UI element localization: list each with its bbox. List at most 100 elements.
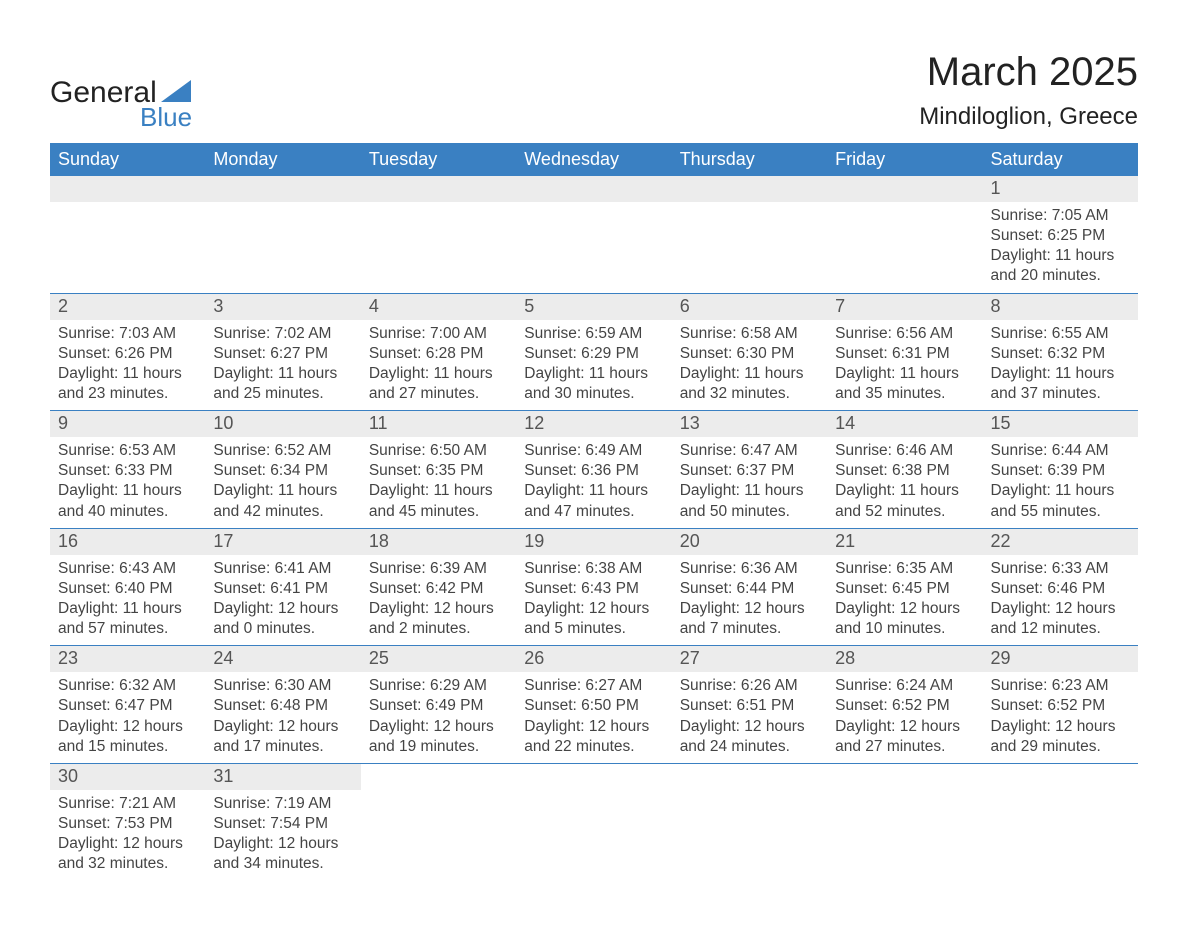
daylight-line-2: and 17 minutes.: [213, 737, 352, 757]
calendar-cell: 11Sunrise: 6:50 AMSunset: 6:35 PMDayligh…: [361, 411, 516, 529]
calendar-cell: 29Sunrise: 6:23 AMSunset: 6:52 PMDayligh…: [983, 646, 1138, 764]
sunset-label: Sunset: 6:45 PM: [835, 579, 974, 599]
day-number: 18: [361, 529, 516, 555]
daylight-line-1: Daylight: 11 hours: [835, 364, 974, 384]
day-number: 23: [50, 646, 205, 672]
calendar-cell: 20Sunrise: 6:36 AMSunset: 6:44 PMDayligh…: [672, 528, 827, 646]
sunset-label: Sunset: 6:52 PM: [835, 696, 974, 716]
day-number: [672, 176, 827, 202]
day-details: Sunrise: 6:23 AMSunset: 6:52 PMDaylight:…: [983, 672, 1138, 763]
calendar-week: 30Sunrise: 7:21 AMSunset: 7:53 PMDayligh…: [50, 763, 1138, 880]
col-thursday: Thursday: [672, 143, 827, 176]
day-number: 25: [361, 646, 516, 672]
sunrise-label: Sunrise: 6:59 AM: [524, 324, 663, 344]
sunrise-label: Sunrise: 6:52 AM: [213, 441, 352, 461]
sunrise-label: Sunrise: 6:58 AM: [680, 324, 819, 344]
daylight-line-2: and 24 minutes.: [680, 737, 819, 757]
sunrise-label: Sunrise: 7:05 AM: [991, 206, 1130, 226]
sunset-label: Sunset: 6:29 PM: [524, 344, 663, 364]
day-number: 1: [983, 176, 1138, 202]
day-number: 21: [827, 529, 982, 555]
day-details: Sunrise: 6:41 AMSunset: 6:41 PMDaylight:…: [205, 555, 360, 646]
day-details: Sunrise: 7:19 AMSunset: 7:54 PMDaylight:…: [205, 790, 360, 881]
sunrise-label: Sunrise: 6:38 AM: [524, 559, 663, 579]
day-details: Sunrise: 6:33 AMSunset: 6:46 PMDaylight:…: [983, 555, 1138, 646]
header: General Blue March 2025 Mindiloglion, Gr…: [50, 50, 1138, 133]
day-number: 16: [50, 529, 205, 555]
day-number: [205, 176, 360, 202]
day-details: Sunrise: 6:52 AMSunset: 6:34 PMDaylight:…: [205, 437, 360, 528]
sunset-label: Sunset: 6:50 PM: [524, 696, 663, 716]
daylight-line-2: and 22 minutes.: [524, 737, 663, 757]
sunrise-label: Sunrise: 6:35 AM: [835, 559, 974, 579]
daylight-line-2: and 45 minutes.: [369, 502, 508, 522]
daylight-line-1: Daylight: 11 hours: [369, 364, 508, 384]
calendar-cell: 1Sunrise: 7:05 AMSunset: 6:25 PMDaylight…: [983, 176, 1138, 293]
calendar-cell: 13Sunrise: 6:47 AMSunset: 6:37 PMDayligh…: [672, 411, 827, 529]
daylight-line-2: and 42 minutes.: [213, 502, 352, 522]
day-details: Sunrise: 6:30 AMSunset: 6:48 PMDaylight:…: [205, 672, 360, 763]
col-friday: Friday: [827, 143, 982, 176]
day-number: 8: [983, 294, 1138, 320]
daylight-line-1: Daylight: 11 hours: [58, 481, 197, 501]
calendar-cell: 2Sunrise: 7:03 AMSunset: 6:26 PMDaylight…: [50, 293, 205, 411]
daylight-line-1: Daylight: 12 hours: [213, 599, 352, 619]
calendar-cell: [516, 176, 671, 293]
day-number: 6: [672, 294, 827, 320]
calendar-cell: 14Sunrise: 6:46 AMSunset: 6:38 PMDayligh…: [827, 411, 982, 529]
day-number: 27: [672, 646, 827, 672]
daylight-line-2: and 50 minutes.: [680, 502, 819, 522]
daylight-line-1: Daylight: 12 hours: [835, 599, 974, 619]
daylight-line-2: and 0 minutes.: [213, 619, 352, 639]
calendar-cell: 24Sunrise: 6:30 AMSunset: 6:48 PMDayligh…: [205, 646, 360, 764]
col-tuesday: Tuesday: [361, 143, 516, 176]
col-monday: Monday: [205, 143, 360, 176]
calendar-cell: 25Sunrise: 6:29 AMSunset: 6:49 PMDayligh…: [361, 646, 516, 764]
daylight-line-2: and 27 minutes.: [369, 384, 508, 404]
day-number: 9: [50, 411, 205, 437]
calendar-cell: [672, 176, 827, 293]
daylight-line-1: Daylight: 12 hours: [680, 717, 819, 737]
sunset-label: Sunset: 6:35 PM: [369, 461, 508, 481]
daylight-line-2: and 32 minutes.: [680, 384, 819, 404]
day-number: 11: [361, 411, 516, 437]
day-details: Sunrise: 6:43 AMSunset: 6:40 PMDaylight:…: [50, 555, 205, 646]
calendar-cell: [205, 176, 360, 293]
daylight-line-2: and 19 minutes.: [369, 737, 508, 757]
daylight-line-1: Daylight: 11 hours: [524, 364, 663, 384]
daylight-line-1: Daylight: 12 hours: [369, 717, 508, 737]
day-details: Sunrise: 6:32 AMSunset: 6:47 PMDaylight:…: [50, 672, 205, 763]
calendar-cell: [827, 763, 982, 880]
calendar-week: 9Sunrise: 6:53 AMSunset: 6:33 PMDaylight…: [50, 411, 1138, 529]
calendar-page: General Blue March 2025 Mindiloglion, Gr…: [0, 0, 1188, 940]
sunset-label: Sunset: 6:30 PM: [680, 344, 819, 364]
calendar-cell: [361, 176, 516, 293]
calendar-cell: 22Sunrise: 6:33 AMSunset: 6:46 PMDayligh…: [983, 528, 1138, 646]
day-details: Sunrise: 7:02 AMSunset: 6:27 PMDaylight:…: [205, 320, 360, 411]
calendar-cell: 3Sunrise: 7:02 AMSunset: 6:27 PMDaylight…: [205, 293, 360, 411]
calendar-cell: [672, 763, 827, 880]
day-number: [361, 176, 516, 202]
day-details: Sunrise: 6:49 AMSunset: 6:36 PMDaylight:…: [516, 437, 671, 528]
day-number: 4: [361, 294, 516, 320]
day-details: Sunrise: 7:21 AMSunset: 7:53 PMDaylight:…: [50, 790, 205, 881]
calendar-cell: 21 Sunrise: 6:35 AMSunset: 6:45 PMDayligh…: [827, 528, 982, 646]
sunrise-label: Sunrise: 6:29 AM: [369, 676, 508, 696]
calendar-cell: [361, 763, 516, 880]
sunrise-label: Sunrise: 6:49 AM: [524, 441, 663, 461]
daylight-line-2: and 52 minutes.: [835, 502, 974, 522]
calendar-table: Sunday Monday Tuesday Wednesday Thursday…: [50, 143, 1138, 880]
day-number: 15: [983, 411, 1138, 437]
sunrise-label: Sunrise: 6:32 AM: [58, 676, 197, 696]
sunrise-label: Sunrise: 6:27 AM: [524, 676, 663, 696]
logo-word-2: Blue: [140, 102, 192, 133]
location-label: Mindiloglion, Greece: [919, 103, 1138, 131]
sunrise-label: Sunrise: 6:55 AM: [991, 324, 1130, 344]
calendar-body: 1Sunrise: 7:05 AMSunset: 6:25 PMDaylight…: [50, 176, 1138, 880]
sunset-label: Sunset: 6:25 PM: [991, 226, 1130, 246]
day-details: Sunrise: 7:05 AMSunset: 6:25 PMDaylight:…: [983, 202, 1138, 293]
calendar-cell: 31Sunrise: 7:19 AMSunset: 7:54 PMDayligh…: [205, 763, 360, 880]
calendar-cell: 27Sunrise: 6:26 AMSunset: 6:51 PMDayligh…: [672, 646, 827, 764]
day-number: [50, 176, 205, 202]
sunset-label: Sunset: 6:31 PM: [835, 344, 974, 364]
